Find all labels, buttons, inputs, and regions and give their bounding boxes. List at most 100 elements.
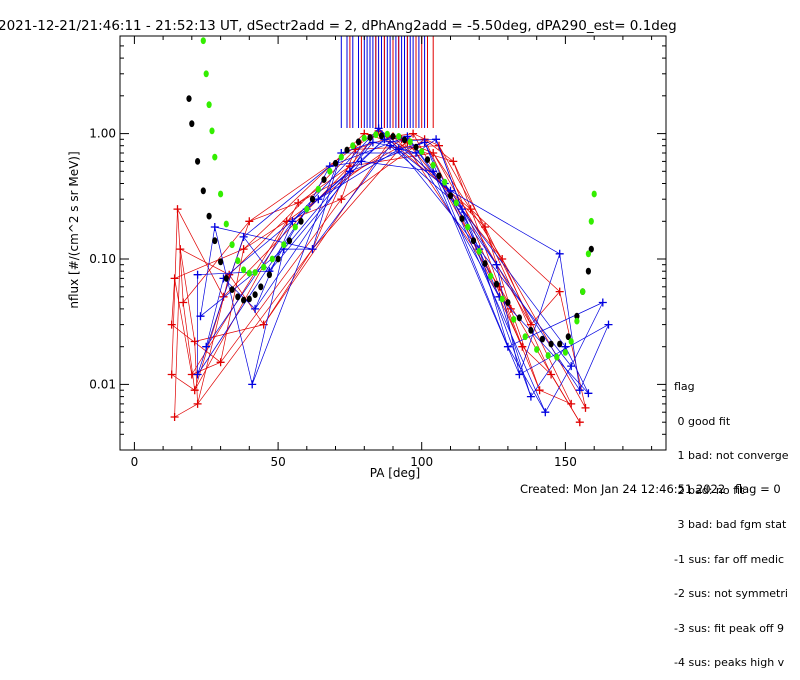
data-point bbox=[575, 386, 584, 395]
trace-line bbox=[349, 152, 434, 167]
fit-point bbox=[548, 340, 554, 348]
x-tick-label: 0 bbox=[131, 455, 139, 469]
trace-line bbox=[398, 149, 480, 250]
data-point bbox=[202, 342, 211, 351]
fit-point bbox=[203, 70, 209, 78]
fit-point bbox=[505, 299, 511, 306]
trace-line bbox=[249, 130, 379, 222]
fit-point bbox=[588, 217, 594, 225]
fit-point bbox=[580, 288, 586, 295]
trace-line bbox=[579, 324, 609, 391]
fit-point bbox=[350, 142, 356, 150]
fit-point bbox=[396, 133, 402, 140]
fit-point bbox=[344, 146, 350, 154]
trace-line bbox=[438, 145, 540, 391]
axes-layer: 0 50 100 150 0.01 0.10 1.00 bbox=[89, 35, 666, 469]
data-point bbox=[429, 167, 438, 176]
trace-line bbox=[432, 171, 520, 375]
fit-point bbox=[241, 266, 247, 274]
trace-line bbox=[507, 346, 546, 413]
fit-point bbox=[246, 269, 252, 277]
fit-point bbox=[304, 205, 310, 213]
fit-point bbox=[470, 237, 477, 245]
trace-line bbox=[484, 226, 572, 405]
series-layer bbox=[167, 37, 613, 427]
fit-point bbox=[585, 267, 592, 275]
fit-point bbox=[195, 158, 201, 165]
y-tick-label: 0.10 bbox=[89, 252, 116, 266]
trace-line bbox=[559, 253, 581, 391]
fit-point bbox=[554, 353, 560, 361]
fit-point bbox=[206, 101, 212, 109]
fit-point bbox=[235, 257, 241, 265]
fit-point bbox=[355, 138, 362, 146]
fit-point bbox=[588, 245, 594, 253]
data-point bbox=[374, 124, 383, 133]
trace-line bbox=[424, 142, 509, 347]
fit-point bbox=[186, 95, 192, 102]
x-tick-label: 100 bbox=[410, 455, 433, 469]
plot-area: 0 50 100 150 0.01 0.10 1.00 bbox=[89, 35, 667, 469]
data-point bbox=[173, 205, 182, 214]
trace-line bbox=[177, 209, 184, 303]
data-point bbox=[555, 287, 564, 296]
data-point bbox=[466, 205, 475, 214]
fit-point bbox=[465, 223, 471, 231]
fit-point bbox=[528, 326, 534, 334]
trace-line bbox=[205, 221, 293, 347]
data-point bbox=[386, 141, 395, 150]
trace-line bbox=[312, 152, 342, 250]
fit-point bbox=[269, 255, 275, 263]
data-point bbox=[526, 392, 535, 401]
trace-line bbox=[197, 208, 308, 375]
data-point bbox=[481, 223, 489, 231]
fit-point bbox=[315, 185, 321, 193]
data-point bbox=[294, 198, 303, 207]
fit-point bbox=[539, 335, 546, 343]
trace-line bbox=[243, 165, 331, 238]
data-point bbox=[288, 217, 297, 226]
fit-point bbox=[212, 153, 218, 161]
trace-line bbox=[223, 278, 256, 310]
y-tick-label: 0.01 bbox=[89, 377, 116, 391]
y-axis-label: nflux [#/(cm^2 s sr MeV)] bbox=[67, 151, 81, 309]
fit-point bbox=[384, 130, 390, 138]
trace-line bbox=[174, 403, 198, 418]
trace-line bbox=[496, 264, 520, 375]
fit-point bbox=[522, 333, 528, 341]
fit-point bbox=[246, 295, 252, 303]
fit-point bbox=[424, 156, 431, 164]
fit-point bbox=[252, 269, 258, 276]
fit-point bbox=[235, 293, 241, 301]
fit-point bbox=[585, 250, 592, 258]
fit-point bbox=[241, 296, 247, 304]
data-point bbox=[190, 386, 199, 395]
fit-point bbox=[562, 349, 569, 356]
trace-line bbox=[171, 324, 221, 363]
data-point bbox=[449, 157, 458, 166]
fit-point bbox=[252, 291, 258, 298]
fit-point bbox=[209, 127, 215, 135]
trace-line bbox=[424, 139, 454, 162]
data-point bbox=[492, 260, 501, 269]
fit-point bbox=[447, 192, 454, 200]
trace-line bbox=[499, 296, 589, 394]
trace-line bbox=[179, 249, 196, 342]
data-point bbox=[167, 320, 176, 329]
fit-point bbox=[327, 167, 333, 175]
fit-point bbox=[332, 159, 339, 167]
data-point bbox=[432, 135, 441, 144]
fit-point bbox=[442, 178, 448, 186]
trace-line bbox=[306, 139, 385, 210]
data-point bbox=[193, 370, 202, 379]
data-point bbox=[604, 320, 613, 329]
fit-point bbox=[568, 338, 574, 345]
fit-point bbox=[309, 195, 316, 203]
data-point bbox=[403, 132, 412, 141]
trace-line bbox=[180, 248, 230, 276]
trace-line bbox=[364, 133, 454, 162]
fit-point bbox=[390, 133, 396, 140]
fit-point bbox=[511, 316, 517, 323]
fit-point bbox=[361, 134, 367, 142]
data-point bbox=[167, 370, 176, 379]
